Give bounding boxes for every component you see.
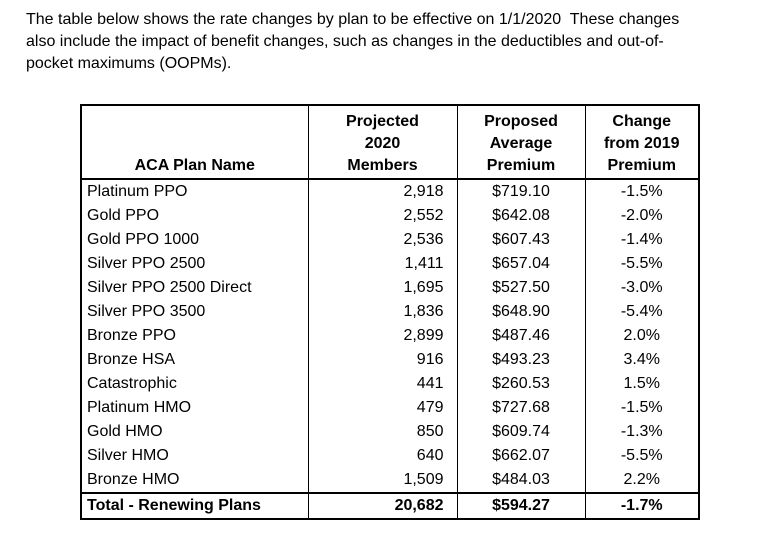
- members-cell: 479: [307, 396, 458, 420]
- premium-cell: $607.43: [456, 228, 586, 252]
- table-row: Platinum HMO 479 $727.68 -1.5%: [80, 396, 700, 420]
- premium-cell: $719.10: [456, 179, 586, 204]
- members-cell: 640: [307, 444, 458, 468]
- plan-name-cell: Silver PPO 2500 Direct: [80, 276, 309, 300]
- members-cell: 850: [307, 420, 458, 444]
- table-header-row: ACA Plan Name Projected 2020 Members Pro…: [80, 105, 700, 179]
- table-row: Silver PPO 2500 Direct 1,695 $527.50 -3.…: [80, 276, 700, 300]
- plan-name-cell: Bronze HSA: [80, 348, 309, 372]
- premium-cell: $260.53: [456, 372, 586, 396]
- premium-cell: $727.68: [456, 396, 586, 420]
- table-row: Silver PPO 2500 1,411 $657.04 -5.5%: [80, 252, 700, 276]
- plan-name-cell: Gold HMO: [80, 420, 309, 444]
- premium-cell: $609.74: [456, 420, 586, 444]
- change-cell: -3.0%: [584, 276, 700, 300]
- premium-cell: $487.46: [456, 324, 586, 348]
- members-cell: 1,695: [307, 276, 458, 300]
- column-header-change-from-2019: Change from 2019 Premium: [584, 105, 700, 179]
- change-cell: -5.4%: [584, 300, 700, 324]
- members-cell: 441: [307, 372, 458, 396]
- table-row: Silver PPO 3500 1,836 $648.90 -5.4%: [80, 300, 700, 324]
- plan-name-cell: Gold PPO: [80, 204, 309, 228]
- plan-name-cell: Platinum HMO: [80, 396, 309, 420]
- members-cell: 2,899: [307, 324, 458, 348]
- table-row: Silver HMO 640 $662.07 -5.5%: [80, 444, 700, 468]
- rate-table: ACA Plan Name Projected 2020 Members Pro…: [80, 104, 700, 520]
- total-change-cell: -1.7%: [584, 493, 700, 519]
- change-cell: 1.5%: [584, 372, 700, 396]
- plan-name-cell: Bronze HMO: [80, 468, 309, 493]
- change-cell: -5.5%: [584, 252, 700, 276]
- premium-cell: $484.03: [456, 468, 586, 493]
- intro-paragraph: The table below shows the rate changes b…: [26, 11, 680, 72]
- table-row: Platinum PPO 2,918 $719.10 -1.5%: [80, 179, 700, 204]
- table-row: Bronze PPO 2,899 $487.46 2.0%: [80, 324, 700, 348]
- change-cell: 2.0%: [584, 324, 700, 348]
- plan-name-cell: Catastrophic: [80, 372, 309, 396]
- column-header-proposed-premium: Proposed Average Premium: [456, 105, 586, 179]
- premium-cell: $662.07: [456, 444, 586, 468]
- plan-name-cell: Silver PPO 3500: [80, 300, 309, 324]
- plan-name-cell: Platinum PPO: [80, 179, 309, 204]
- change-cell: -1.5%: [584, 396, 700, 420]
- change-cell: -1.5%: [584, 179, 700, 204]
- change-cell: 2.2%: [584, 468, 700, 493]
- change-cell: -5.5%: [584, 444, 700, 468]
- premium-cell: $493.23: [456, 348, 586, 372]
- members-cell: 1,411: [307, 252, 458, 276]
- premium-cell: $527.50: [456, 276, 586, 300]
- plan-name-cell: Silver HMO: [80, 444, 309, 468]
- premium-cell: $648.90: [456, 300, 586, 324]
- total-members-cell: 20,682: [307, 493, 458, 519]
- members-cell: 2,536: [307, 228, 458, 252]
- plan-name-cell: Bronze PPO: [80, 324, 309, 348]
- premium-cell: $657.04: [456, 252, 586, 276]
- table-row: Bronze HMO 1,509 $484.03 2.2%: [80, 468, 700, 493]
- table-row: Gold PPO 2,552 $642.08 -2.0%: [80, 204, 700, 228]
- table-row: Gold PPO 1000 2,536 $607.43 -1.4%: [80, 228, 700, 252]
- members-cell: 2,552: [307, 204, 458, 228]
- change-cell: -2.0%: [584, 204, 700, 228]
- members-cell: 1,509: [307, 468, 458, 493]
- members-cell: 2,918: [307, 179, 458, 204]
- column-header-plan-name: ACA Plan Name: [80, 105, 309, 179]
- members-cell: 916: [307, 348, 458, 372]
- members-cell: 1,836: [307, 300, 458, 324]
- plan-name-cell: Silver PPO 2500: [80, 252, 309, 276]
- total-premium-cell: $594.27: [456, 493, 586, 519]
- change-cell: 3.4%: [584, 348, 700, 372]
- table-row: Catastrophic 441 $260.53 1.5%: [80, 372, 700, 396]
- change-cell: -1.3%: [584, 420, 700, 444]
- total-row: Total - Renewing Plans 20,682 $594.27 -1…: [80, 493, 700, 519]
- change-cell: -1.4%: [584, 228, 700, 252]
- plan-name-cell: Gold PPO 1000: [80, 228, 309, 252]
- column-header-projected-members: Projected 2020 Members: [307, 105, 458, 179]
- table-row: Gold HMO 850 $609.74 -1.3%: [80, 420, 700, 444]
- total-label-cell: Total - Renewing Plans: [80, 493, 309, 519]
- table-row: Bronze HSA 916 $493.23 3.4%: [80, 348, 700, 372]
- premium-cell: $642.08: [456, 204, 586, 228]
